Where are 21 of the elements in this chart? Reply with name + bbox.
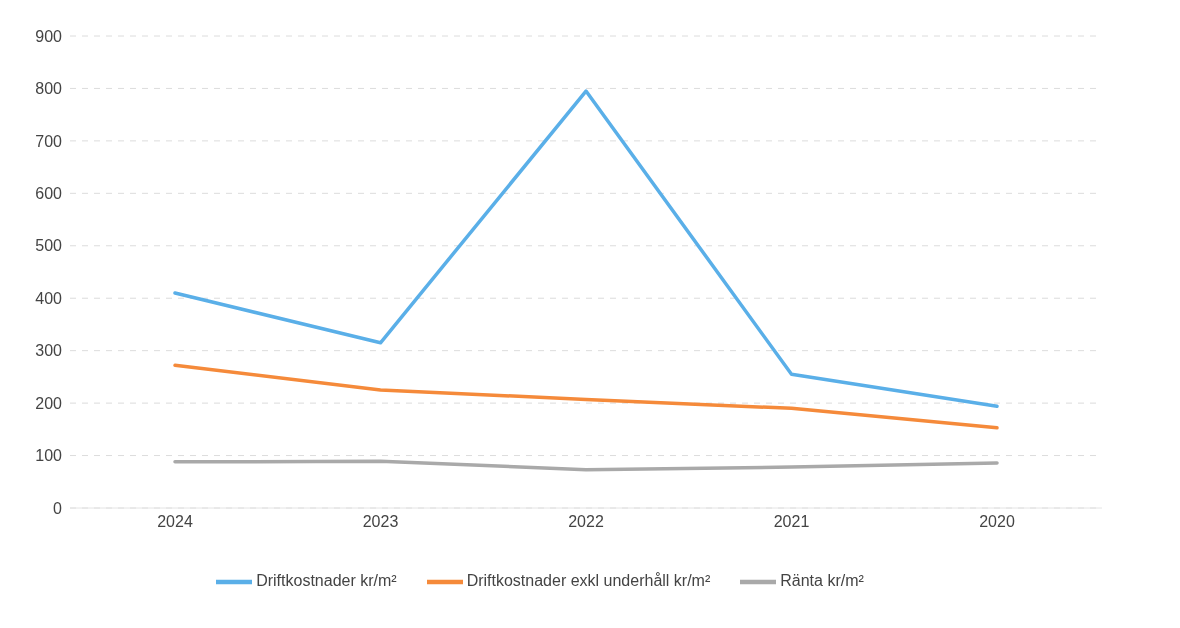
legend-label: Ränta kr/m²: [780, 572, 864, 590]
x-tick-label: 2023: [362, 513, 399, 531]
y-tick-label: 600: [35, 185, 63, 203]
legend-label: Driftkostnader kr/m²: [256, 572, 397, 590]
x-tick-label: 2024: [157, 513, 193, 531]
y-tick-label: 500: [35, 237, 63, 255]
y-tick-label: 800: [35, 80, 63, 98]
y-tick-label: 0: [53, 499, 63, 517]
y-tick-label: 900: [35, 27, 63, 45]
line-series: [173, 459, 999, 472]
y-tick-label: 100: [35, 447, 63, 465]
y-tick-label: 700: [35, 132, 63, 150]
line-series: [173, 363, 999, 430]
x-tick-label: 2022: [568, 513, 604, 531]
legend-label: Driftkostnader exkl underhåll kr/m²: [466, 572, 711, 590]
x-tick-label: 2020: [979, 513, 1015, 531]
y-tick-label: 200: [35, 394, 63, 412]
x-tick-label: 2021: [773, 513, 810, 531]
y-tick-label: 300: [35, 342, 63, 360]
y-tick-label: 400: [35, 289, 63, 307]
line-series: [173, 89, 999, 409]
